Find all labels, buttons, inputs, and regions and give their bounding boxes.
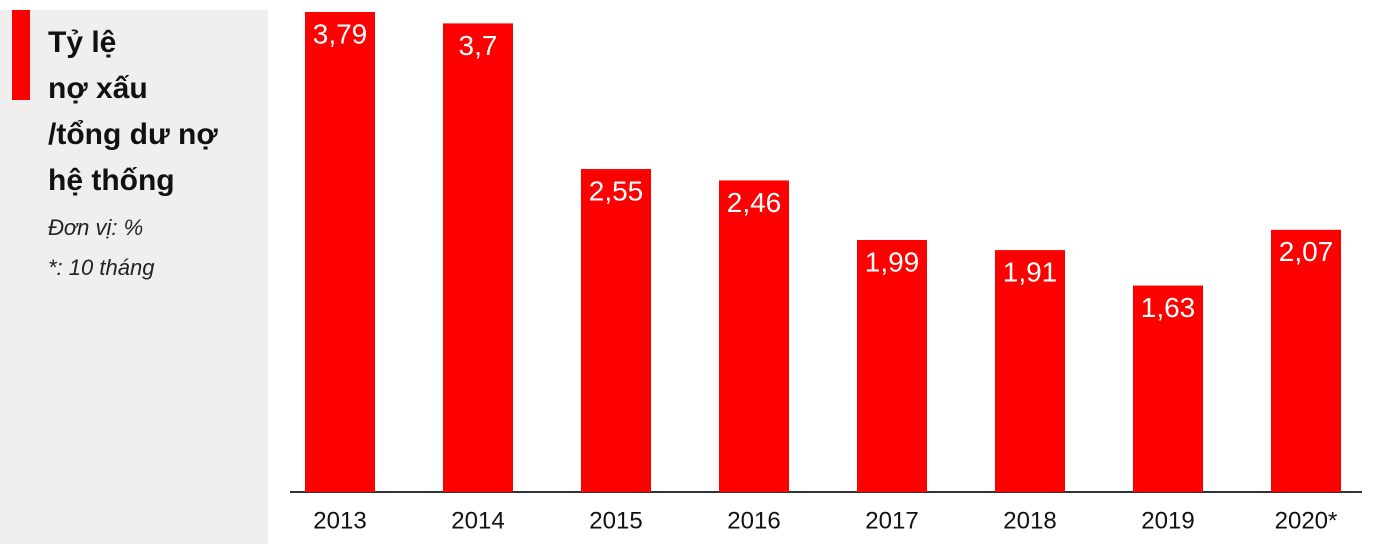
value-label: 3,7 bbox=[459, 30, 498, 61]
bar bbox=[581, 169, 651, 492]
bar bbox=[995, 250, 1065, 492]
chart-title: /tổng dư nợ bbox=[48, 118, 218, 151]
value-label: 3,79 bbox=[313, 18, 368, 49]
x-tick-label: 2018 bbox=[1003, 507, 1056, 534]
value-label: 2,46 bbox=[727, 187, 782, 218]
chart-title: hệ thống bbox=[48, 164, 175, 197]
chart-title: Tỷ lệ bbox=[48, 26, 116, 59]
note: *: 10 tháng bbox=[48, 255, 155, 280]
side-panel bbox=[0, 10, 268, 544]
bar bbox=[305, 12, 375, 492]
bar bbox=[443, 23, 513, 493]
bar bbox=[1133, 285, 1203, 492]
value-label: 1,99 bbox=[865, 246, 920, 277]
x-tick-label: 2019 bbox=[1141, 507, 1194, 534]
value-label: 1,63 bbox=[1141, 292, 1196, 323]
value-label: 1,91 bbox=[1003, 256, 1058, 287]
bar bbox=[857, 239, 927, 492]
x-tick-label: 2020* bbox=[1275, 507, 1338, 534]
chart-title: nợ xấu bbox=[48, 72, 148, 105]
value-label: 2,07 bbox=[1279, 236, 1334, 267]
x-tick-label: 2017 bbox=[865, 507, 918, 534]
subtitle: Đơn vị: % bbox=[48, 215, 143, 240]
accent-bar bbox=[12, 10, 30, 100]
x-tick-label: 2014 bbox=[451, 507, 504, 534]
bar bbox=[1271, 229, 1341, 492]
x-tick-label: 2015 bbox=[589, 507, 642, 534]
x-tick-label: 2016 bbox=[727, 507, 780, 534]
value-label: 2,55 bbox=[589, 175, 644, 206]
bar bbox=[719, 180, 789, 492]
x-tick-label: 2013 bbox=[313, 507, 366, 534]
